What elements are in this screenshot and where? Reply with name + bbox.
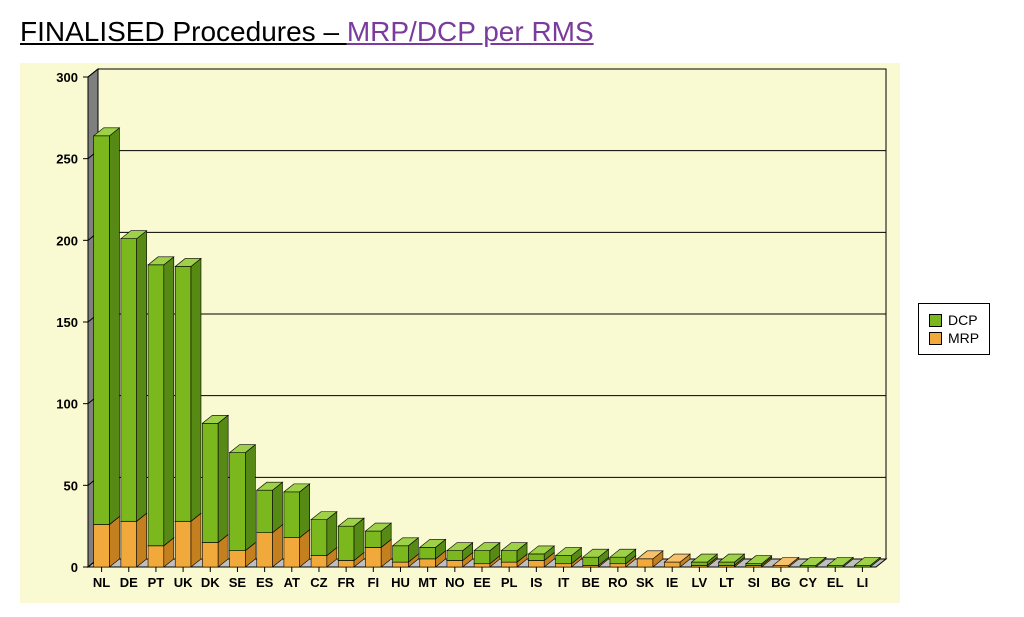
- svg-text:SK: SK: [636, 575, 655, 590]
- svg-text:PL: PL: [501, 575, 518, 590]
- svg-text:UK: UK: [174, 575, 193, 590]
- svg-text:EL: EL: [827, 575, 844, 590]
- svg-text:150: 150: [56, 315, 78, 330]
- title-text-part1: FINALISED Procedures –: [20, 16, 347, 47]
- legend-label-dcp: DCP: [948, 312, 978, 328]
- svg-text:SE: SE: [229, 575, 247, 590]
- svg-text:NO: NO: [445, 575, 465, 590]
- svg-text:LV: LV: [692, 575, 708, 590]
- svg-text:EE: EE: [473, 575, 491, 590]
- svg-text:250: 250: [56, 152, 78, 167]
- svg-text:BG: BG: [771, 575, 791, 590]
- legend-label-mrp: MRP: [948, 330, 979, 346]
- svg-text:FR: FR: [337, 575, 355, 590]
- svg-text:DK: DK: [201, 575, 220, 590]
- stacked-bar-chart-svg: 0 50 100 150 200 250 300 NL DE PT UK DK SE ES AT CZ FR FI…: [20, 63, 900, 603]
- legend-item-mrp: MRP: [929, 330, 979, 346]
- svg-text:300: 300: [56, 70, 78, 85]
- svg-text:IT: IT: [558, 575, 570, 590]
- svg-text:CZ: CZ: [310, 575, 327, 590]
- svg-text:0: 0: [71, 560, 78, 575]
- legend-swatch-dcp: [929, 314, 942, 327]
- finalised-procedures-chart: 0 50 100 150 200 250 300 NL DE PT UK DK SE ES AT CZ FR FI…: [20, 63, 900, 603]
- svg-text:FI: FI: [368, 575, 380, 590]
- svg-text:LI: LI: [857, 575, 869, 590]
- svg-text:AT: AT: [284, 575, 300, 590]
- svg-text:200: 200: [56, 233, 78, 248]
- svg-text:IE: IE: [666, 575, 679, 590]
- legend-item-dcp: DCP: [929, 312, 979, 328]
- svg-text:ES: ES: [256, 575, 274, 590]
- svg-text:BE: BE: [582, 575, 600, 590]
- page-title: FINALISED Procedures – MRP/DCP per RMS: [20, 10, 1004, 63]
- svg-text:DE: DE: [120, 575, 138, 590]
- svg-text:CY: CY: [799, 575, 817, 590]
- svg-text:SI: SI: [748, 575, 760, 590]
- legend-swatch-mrp: [929, 332, 942, 345]
- svg-text:50: 50: [64, 478, 78, 493]
- svg-text:LT: LT: [719, 575, 734, 590]
- svg-text:NL: NL: [93, 575, 110, 590]
- svg-text:HU: HU: [391, 575, 410, 590]
- svg-text:100: 100: [56, 397, 78, 412]
- svg-text:MT: MT: [418, 575, 437, 590]
- svg-text:PT: PT: [148, 575, 165, 590]
- svg-text:RO: RO: [608, 575, 628, 590]
- svg-text:IS: IS: [530, 575, 543, 590]
- title-text-part2: MRP/DCP per RMS: [347, 16, 594, 47]
- chart-legend: DCP MRP: [918, 303, 990, 355]
